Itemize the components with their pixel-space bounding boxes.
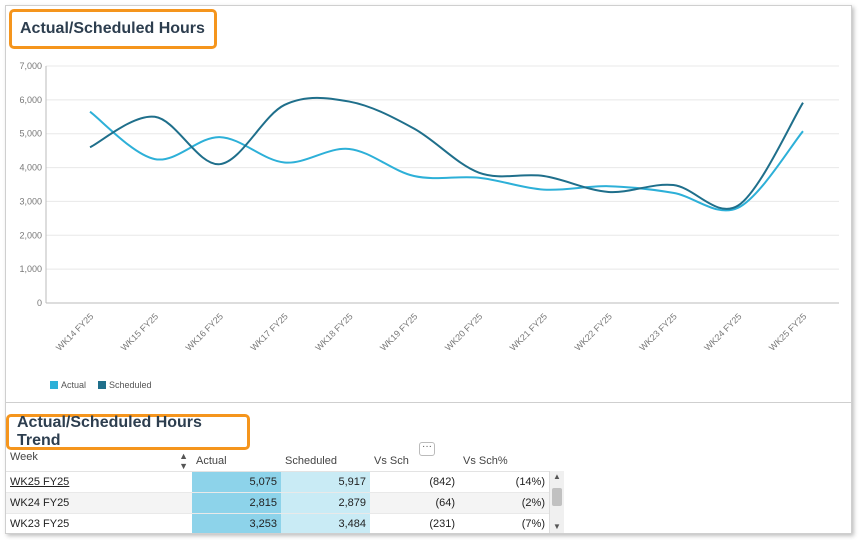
chart-title: Actual/Scheduled Hours bbox=[9, 9, 217, 49]
chart-legend: Actual Scheduled bbox=[50, 380, 152, 390]
legend-item-actual[interactable]: Actual bbox=[50, 380, 86, 390]
y-tick-label: 7,000 bbox=[19, 61, 42, 71]
cell-vs-sch-pct: (14%) bbox=[459, 471, 549, 493]
table-row: WK23 FY25 3,253 3,484 (231) (7%) bbox=[6, 513, 549, 533]
y-tick-label: 3,000 bbox=[19, 196, 42, 206]
x-tick-label: WK18 FY25 bbox=[313, 311, 354, 352]
col-header-vs-sch-pct[interactable]: Vs Sch% bbox=[459, 451, 549, 472]
y-tick-label: 0 bbox=[37, 298, 42, 308]
x-tick-label: WK19 FY25 bbox=[378, 311, 419, 352]
x-tick-label: WK25 FY25 bbox=[767, 311, 808, 352]
cell-vs-sch-pct: (7%) bbox=[459, 513, 549, 533]
scroll-down-icon[interactable]: ▼ bbox=[553, 522, 561, 531]
cell-scheduled: 2,879 bbox=[281, 492, 370, 514]
y-tick-label: 2,000 bbox=[19, 230, 42, 240]
col-header-week[interactable]: Week ▲ ▼ bbox=[6, 451, 192, 472]
table-header-row: Week ▲ ▼ Actual Scheduled Vs Sch Vs Sch% bbox=[6, 451, 549, 472]
scroll-up-icon[interactable]: ▲ bbox=[553, 472, 561, 481]
cell-scheduled: 3,484 bbox=[281, 513, 370, 533]
x-tick-label: WK14 FY25 bbox=[54, 311, 95, 352]
report-panel: 7,000 6,000 5,000 4,000 3,000 2,000 1,000 0 WK14… bbox=[5, 5, 852, 534]
x-tick-label: WK21 FY25 bbox=[508, 311, 549, 352]
legend-swatch-actual bbox=[50, 381, 58, 389]
cell-vs-sch: (842) bbox=[370, 471, 459, 493]
col-header-actual[interactable]: Actual bbox=[192, 451, 281, 472]
legend-label-scheduled: Scheduled bbox=[109, 380, 152, 390]
x-tick-label: WK16 FY25 bbox=[184, 311, 225, 352]
week-link[interactable]: WK25 FY25 bbox=[6, 471, 192, 493]
x-tick-label: WK15 FY25 bbox=[119, 311, 160, 352]
cell-vs-sch: (64) bbox=[370, 492, 459, 514]
cell-scheduled: 5,917 bbox=[281, 471, 370, 493]
y-tick-label: 1,000 bbox=[19, 264, 42, 274]
series-line-actual[interactable] bbox=[89, 110, 804, 212]
table-row: WK25 FY25 5,075 5,917 (842) (14%) bbox=[6, 471, 549, 493]
section-divider bbox=[6, 402, 851, 403]
cell-vs-sch: (231) bbox=[370, 513, 459, 533]
scroll-thumb[interactable] bbox=[552, 488, 562, 506]
x-tick-label: WK20 FY25 bbox=[443, 311, 484, 352]
y-tick-label: 6,000 bbox=[19, 95, 42, 105]
legend-label-actual: Actual bbox=[61, 380, 87, 390]
legend-item-scheduled[interactable]: Scheduled bbox=[98, 380, 152, 390]
x-tick-label: WK22 FY25 bbox=[573, 311, 614, 352]
cell-actual: 2,815 bbox=[192, 492, 281, 514]
week-cell[interactable]: WK23 FY25 bbox=[6, 513, 192, 533]
col-header-vs-sch[interactable]: Vs Sch bbox=[370, 451, 459, 472]
line-chart: 7,000 6,000 5,000 4,000 3,000 2,000 1,000 0 WK14… bbox=[19, 61, 839, 353]
table-row: WK24 FY25 2,815 2,879 (64) (2%) bbox=[6, 492, 549, 514]
sort-icon[interactable]: ▲ ▼ bbox=[179, 451, 188, 471]
cell-actual: 3,253 bbox=[192, 513, 281, 533]
series-line-scheduled[interactable] bbox=[89, 96, 804, 210]
table-scrollbar[interactable]: ▲ ▼ bbox=[549, 471, 564, 533]
week-cell[interactable]: WK24 FY25 bbox=[6, 492, 192, 514]
table-title: Actual/Scheduled Hours Trend bbox=[6, 414, 250, 450]
cell-vs-sch-pct: (2%) bbox=[459, 492, 549, 514]
y-tick-label: 5,000 bbox=[19, 129, 42, 139]
legend-swatch-scheduled bbox=[98, 381, 107, 389]
trend-table: Week ▲ ▼ Actual Scheduled Vs Sch Vs Sch% W… bbox=[6, 451, 549, 533]
y-tick-label: 4,000 bbox=[19, 163, 42, 173]
x-tick-label: WK23 FY25 bbox=[637, 311, 678, 352]
x-tick-label: WK17 FY25 bbox=[248, 311, 289, 352]
cell-actual: 5,075 bbox=[192, 471, 281, 493]
col-header-scheduled[interactable]: Scheduled bbox=[281, 451, 370, 472]
x-tick-label: WK24 FY25 bbox=[702, 311, 743, 352]
